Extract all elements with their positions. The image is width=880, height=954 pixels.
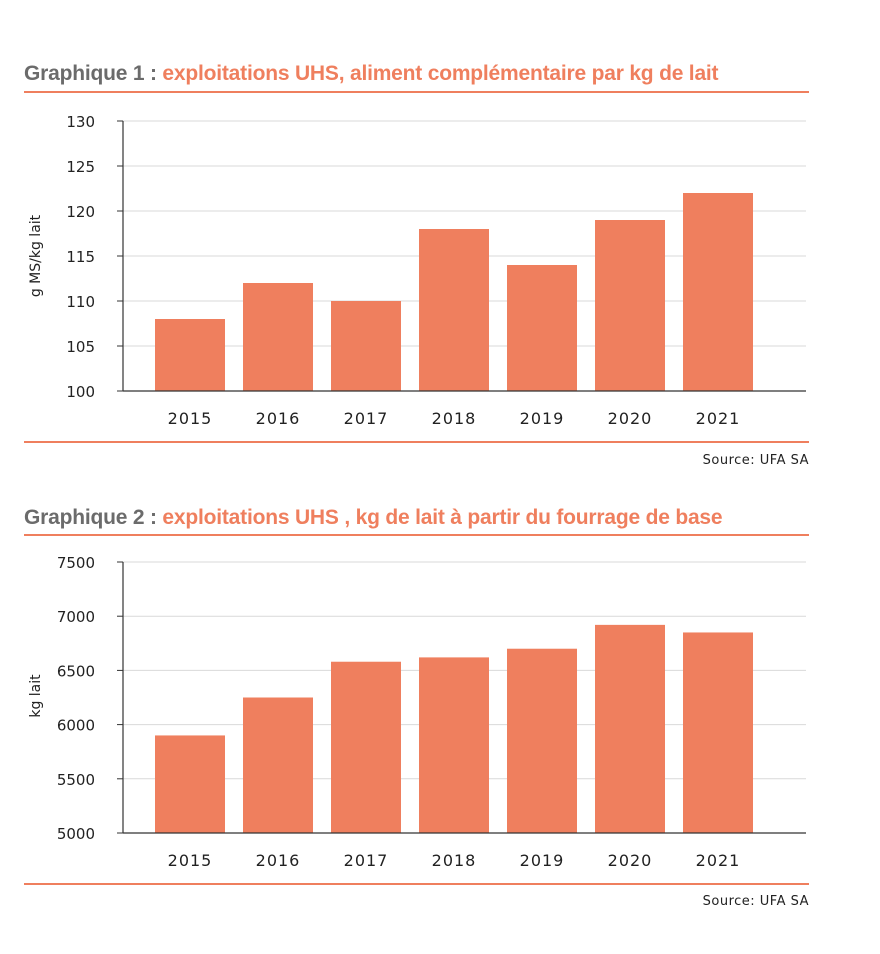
x-tick-label: 2017 — [344, 851, 389, 870]
x-tick-label: 2016 — [256, 851, 301, 870]
x-tick-label: 2017 — [344, 409, 389, 428]
chart2-bottom-rule — [24, 883, 809, 885]
x-tick-label: 2020 — [608, 409, 653, 428]
chart1-source: Source: UFA SA — [702, 453, 809, 468]
x-tick-label: 2016 — [256, 409, 301, 428]
x-tick-label: 2021 — [696, 851, 741, 870]
x-tick-label: 2020 — [608, 851, 653, 870]
y-tick-label: 130 — [66, 113, 95, 131]
chart1-plot: 100 105 110 115 120 125 130 2015 2016 2017 2018 201… — [28, 113, 806, 428]
chart1-title: exploitations UHS, aliment complémentair… — [162, 62, 719, 85]
bar-2015 — [155, 735, 225, 833]
y-tick-label: 120 — [66, 203, 95, 221]
bar-2021 — [683, 193, 753, 391]
chart1-title-prefix: Graphique 1 : — [24, 62, 157, 85]
bar-2016 — [243, 697, 313, 833]
chart1-heading: Graphique 1 : exploitations UHS, aliment… — [24, 62, 719, 86]
x-tick-label: 2019 — [520, 409, 565, 428]
y-tick-label: 6000 — [57, 717, 95, 735]
y-tick-label: 105 — [66, 338, 95, 356]
chart2-source: Source: UFA SA — [702, 894, 809, 909]
bar-2021 — [683, 632, 753, 833]
y-tick-label: 5000 — [57, 825, 95, 843]
y-axis-label: g MS/kg lait — [28, 214, 44, 297]
bar-2018 — [419, 657, 489, 833]
y-tick-label: 6500 — [57, 662, 95, 680]
y-tick-label: 7500 — [57, 554, 95, 572]
chart1-bottom-rule — [24, 441, 809, 443]
y-tick-label: 115 — [66, 248, 95, 266]
bar-2016 — [243, 283, 313, 391]
bar-2015 — [155, 319, 225, 391]
y-axis-label: kg lait — [28, 674, 44, 718]
x-tick-label: 2018 — [432, 409, 477, 428]
x-tick-label: 2018 — [432, 851, 477, 870]
bar-2019 — [507, 265, 577, 391]
bar-2020 — [595, 624, 665, 833]
y-tick-label: 7000 — [57, 608, 95, 626]
chart2-title: exploitations UHS , kg de lait à partir … — [162, 506, 723, 529]
x-tick-label: 2019 — [520, 851, 565, 870]
bar-2019 — [507, 648, 577, 833]
x-tick-label: 2015 — [168, 409, 213, 428]
chart1-title-rule — [24, 91, 809, 93]
chart2-heading: Graphique 2 : exploitations UHS , kg de … — [24, 506, 723, 530]
bar-2017 — [331, 661, 401, 833]
x-tick-label: 2015 — [168, 851, 213, 870]
chart2-title-rule — [24, 534, 809, 536]
chart2-title-prefix: Graphique 2 : — [24, 506, 157, 529]
chart2-plot: 5000 5500 6000 6500 7000 7500 2015 2016 2017 2018… — [28, 554, 806, 870]
bar-2020 — [595, 220, 665, 391]
bar-2017 — [331, 301, 401, 391]
x-tick-label: 2021 — [696, 409, 741, 428]
y-tick-label: 5500 — [57, 771, 95, 789]
bar-2018 — [419, 229, 489, 391]
y-tick-label: 125 — [66, 158, 95, 176]
y-tick-label: 100 — [66, 383, 95, 401]
y-tick-label: 110 — [66, 293, 95, 311]
